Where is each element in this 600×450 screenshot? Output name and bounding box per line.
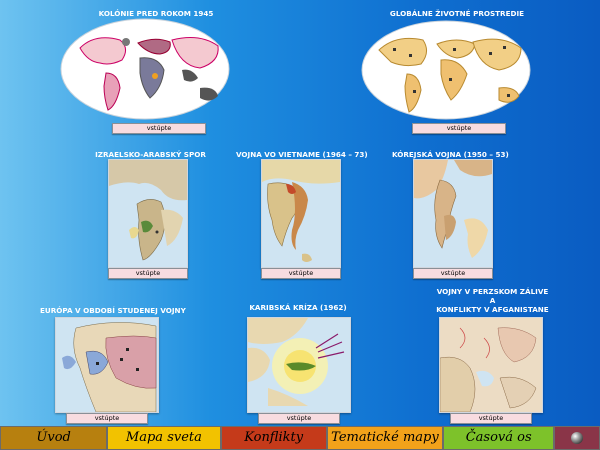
gulf-map[interactable] [439, 317, 543, 413]
nav-konflikty[interactable]: Konflikty [221, 427, 326, 449]
environment-enter-button[interactable]: vstúpte [412, 123, 506, 134]
environment-title: GLOBÁLNE ŽIVOTNÉ PROSTREDIE [389, 9, 525, 18]
korea-enter-button[interactable]: vstúpte [413, 268, 493, 279]
nav-uvod[interactable]: Úvod [1, 427, 107, 449]
vietnam-map[interactable] [261, 159, 341, 268]
sphere-icon [571, 432, 584, 444]
gulf-enter-button[interactable]: vstúpte [450, 413, 532, 424]
colonies-enter-button[interactable]: vstúpte [112, 123, 206, 134]
vietnam-title: VOJNA VO VIETNAME (1964 – 73) [236, 150, 368, 159]
nav-casova-os[interactable]: Časová os [444, 427, 554, 449]
israel-title: IZRAELSKO-ARABSKÝ SPOR [95, 150, 206, 159]
colonies-title: KOLÓNIE PRED ROKOM 1945 [98, 9, 214, 18]
korea-map[interactable] [413, 159, 493, 268]
colonies-world-map[interactable] [60, 18, 230, 120]
caribbean-map[interactable] [247, 317, 351, 413]
korea-title: KÓREJSKÁ VOJNA (1950 – 53) [392, 150, 509, 159]
israel-map[interactable] [108, 159, 188, 268]
caribbean-enter-button[interactable]: vstúpte [258, 413, 340, 424]
coldwar-title: EURÓPA V OBDOBÍ STUDENEJ VOJNY [40, 306, 186, 315]
vietnam-enter-button[interactable]: vstúpte [261, 268, 341, 279]
gulf-title-line-2: A [489, 296, 496, 305]
coldwar-enter-button[interactable]: vstúpte [66, 413, 148, 424]
israel-enter-button[interactable]: vstúpte [108, 268, 188, 279]
nav-tematicke-mapy[interactable]: Tematické mapy [327, 427, 443, 449]
gulf-title-line-1: VOJNY V PERZSKOM ZÁLIVE [436, 287, 549, 296]
nav-exit-button[interactable] [555, 427, 599, 449]
gulf-title: VOJNY V PERZSKOM ZÁLIVE A KONFLIKTY V AF… [430, 287, 555, 314]
bottom-navigation: Úvod Mapa sveta Konflikty Tematické mapy… [0, 426, 600, 450]
caribbean-title: KARIBSKÁ KRÍZA (1962) [249, 303, 347, 312]
gulf-title-line-3: KONFLIKTY V AFGANISTANE [436, 305, 549, 314]
environment-world-map[interactable] [361, 20, 531, 120]
coldwar-map[interactable] [55, 317, 159, 413]
nav-mapa-sveta[interactable]: Mapa sveta [108, 427, 220, 449]
